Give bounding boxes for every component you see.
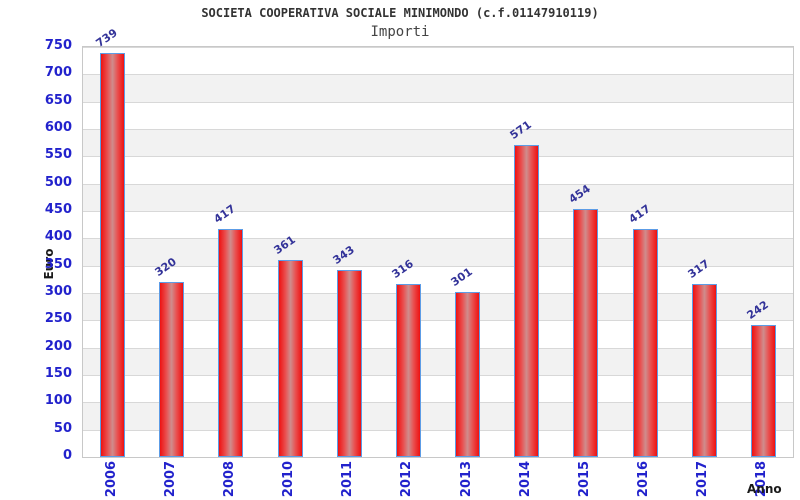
plot-band-plain [83, 429, 793, 457]
y-tick-label: 150 [44, 366, 72, 381]
plot-band-plain [83, 320, 793, 348]
bar-2006 [100, 53, 126, 457]
chart-title: SOCIETA COOPERATIVA SOCIALE MINIMONDO (c… [201, 6, 599, 20]
bar-2010 [277, 259, 303, 457]
x-tick-label: 2014 [517, 460, 533, 498]
y-tick-label: 500 [44, 174, 72, 190]
plot-area: 739 320 417 361 343 316 301 571 454 417 317 242 [82, 26, 794, 458]
chart-subtitle: Importi [370, 24, 430, 40]
plot-band-plain [83, 47, 793, 75]
y-tick-label: 50 [53, 420, 72, 436]
y-tick-label: 600 [44, 120, 72, 135]
x-tick-label: 2012 [399, 460, 415, 498]
x-tick-label: 2006 [103, 460, 119, 498]
bar-2016 [632, 229, 658, 457]
x-tick-label: 2008 [221, 460, 237, 498]
x-tick-label: 2007 [162, 460, 178, 498]
y-tick-label: 750 [44, 38, 72, 53]
y-tick-label: 350 [44, 256, 72, 272]
x-tick-label: 2013 [458, 460, 474, 498]
plot-band-shaded [83, 347, 793, 375]
plot-band-shaded [83, 238, 793, 266]
y-tick-label: 300 [44, 284, 72, 299]
plot-band-plain [83, 101, 793, 129]
y-tick-label: 550 [44, 147, 72, 163]
bar-2008 [218, 229, 244, 457]
y-tick-label: 0 [62, 448, 72, 463]
plot-band-shaded [83, 293, 793, 321]
bar-2007 [159, 282, 185, 457]
plot-band-shaded [83, 183, 793, 211]
bar-2017 [691, 283, 717, 457]
plot-band-shaded [83, 74, 793, 102]
x-tick-label: 2011 [340, 460, 356, 498]
plot-band-plain [83, 156, 793, 184]
y-tick-label: 650 [44, 92, 72, 108]
bar-2011 [336, 269, 362, 457]
bar-2013 [455, 292, 481, 457]
plot-band-plain [83, 375, 793, 403]
y-tick-label: 250 [44, 311, 72, 327]
x-tick-label: 2015 [576, 460, 592, 498]
plot-band-shaded [83, 402, 793, 430]
x-tick-label: 2016 [636, 460, 652, 498]
y-tick-label: 450 [44, 202, 72, 217]
x-axis-title: Anno [747, 482, 782, 496]
plot-band-plain [83, 211, 793, 239]
bar-2014 [514, 144, 540, 457]
bar-2012 [395, 284, 421, 457]
y-tick-label: 700 [44, 65, 72, 81]
plot-band-shaded [83, 129, 793, 157]
y-tick-label: 100 [44, 393, 72, 409]
y-tick-label: 400 [44, 229, 72, 245]
bar-2018 [750, 324, 776, 457]
y-tick-label: 200 [44, 338, 72, 354]
x-tick-label: 2010 [281, 460, 297, 498]
plot-band-plain [83, 265, 793, 293]
bar-2015 [573, 208, 599, 457]
x-tick-label: 2017 [695, 460, 711, 498]
